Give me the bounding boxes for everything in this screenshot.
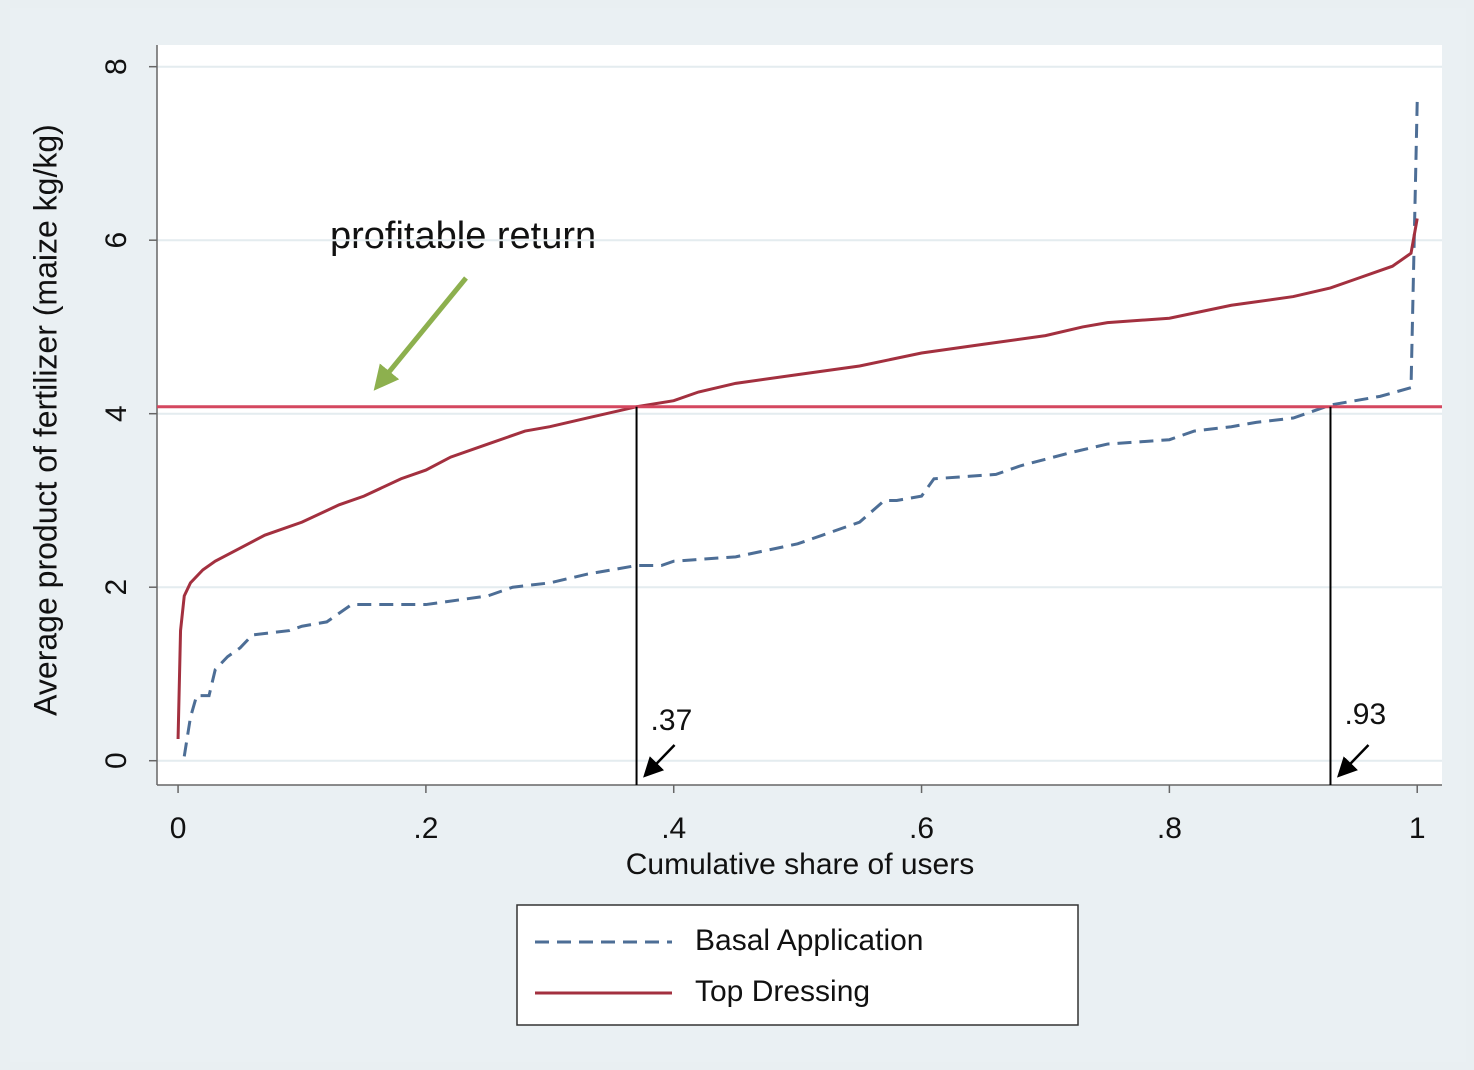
annotation-arrow	[373, 276, 468, 391]
x-tick-label: .2	[413, 812, 438, 845]
x-tick-label: .8	[1157, 812, 1182, 845]
plot-area	[157, 45, 1442, 785]
x-tick-label: .4	[661, 812, 686, 845]
threshold-label: .93	[1344, 698, 1386, 731]
x-axis-label: Cumulative share of users	[626, 848, 975, 881]
legend-label: Top Dressing	[695, 975, 870, 1008]
threshold-arrow	[1337, 744, 1370, 778]
y-tick-label: 8	[100, 58, 133, 75]
y-tick-label: 0	[100, 752, 133, 769]
y-axis-label: Average product of fertilizer (maize kg/…	[27, 124, 63, 716]
y-tick-label: 4	[100, 405, 133, 422]
y-tick-label: 6	[100, 232, 133, 249]
legend	[516, 904, 1079, 1026]
y-tick-label: 2	[100, 579, 133, 596]
x-tick-label: 0	[170, 812, 187, 845]
threshold-label: .37	[651, 704, 693, 737]
line-series	[182, 101, 1419, 757]
annotation: profitable return	[330, 215, 596, 257]
x-tick-label: .6	[909, 812, 934, 845]
x-tick-label: 1	[1409, 812, 1426, 845]
legend-label: Basal Application	[695, 924, 924, 957]
threshold-arrow	[643, 744, 676, 778]
